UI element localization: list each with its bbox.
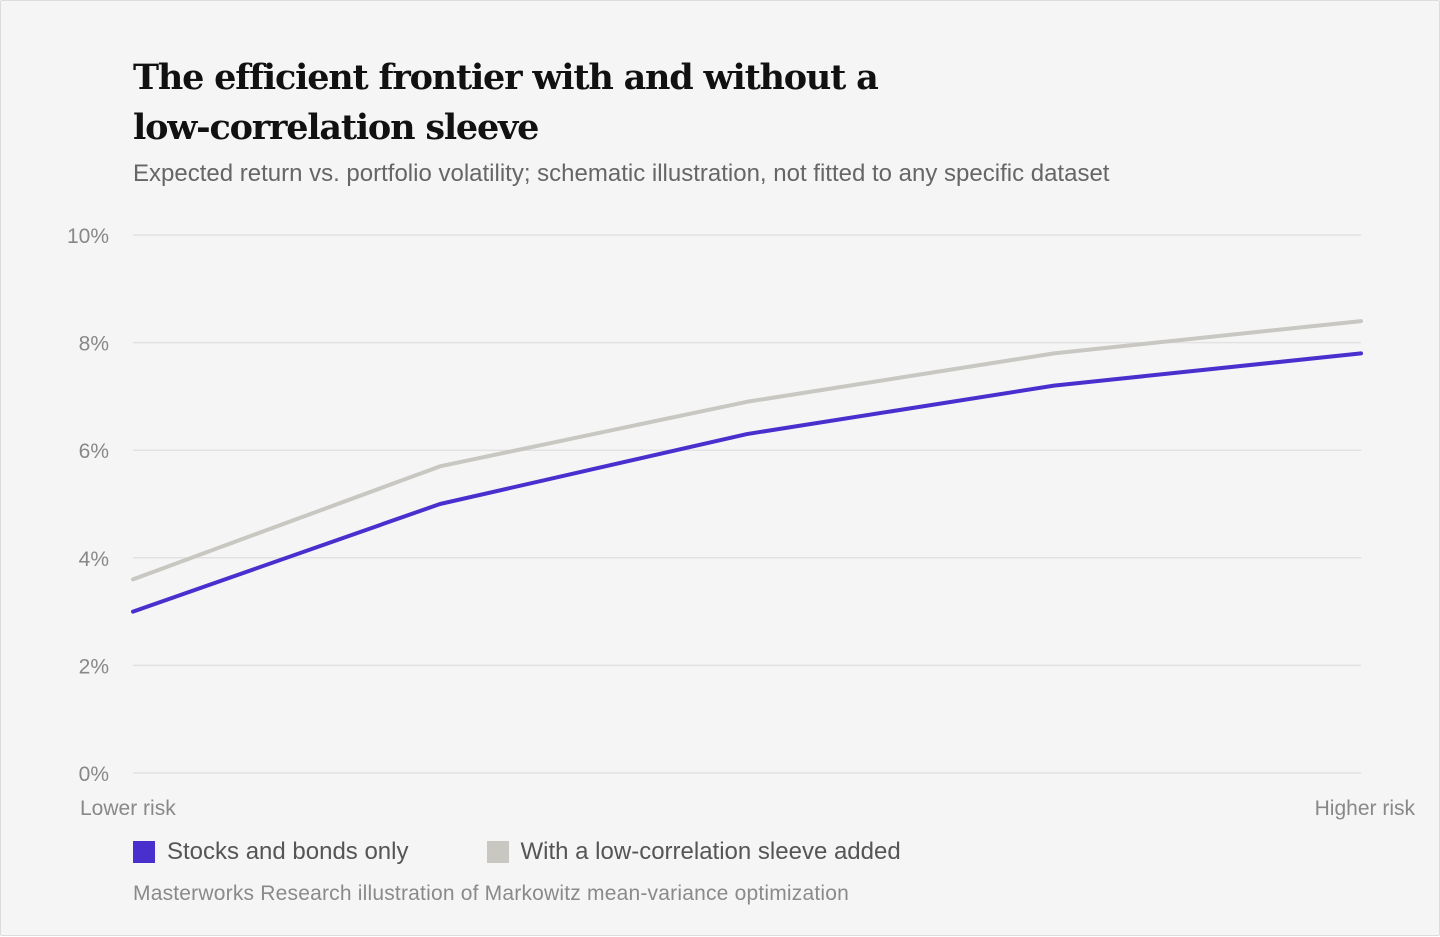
source-note: Masterworks Research illustration of Mar… <box>133 882 850 905</box>
series-line-sleeve <box>131 319 1363 582</box>
legend-label-sleeve: With a low-correlation sleeve added <box>520 838 901 865</box>
y-tick-label: 4% <box>79 548 109 571</box>
legend-label-stocks-bonds: Stocks and bonds only <box>167 838 409 865</box>
chart-subtitle: Expected return vs. portfolio volatility… <box>133 160 1110 187</box>
y-tick-label: 6% <box>79 440 109 463</box>
legend-swatch-sleeve <box>486 841 509 863</box>
y-tick-label: 10% <box>67 225 109 248</box>
legend-item-sleeve: With a low-correlation sleeve added <box>486 837 901 867</box>
legend: Stocks and bonds only With a low-correla… <box>133 837 979 867</box>
series-lines <box>131 319 1363 614</box>
chart-title: The efficient frontier with and without … <box>133 57 879 148</box>
legend-item-stocks-bonds: Stocks and bonds only <box>133 837 409 867</box>
y-tick-label: 0% <box>79 763 109 786</box>
legend-swatch-stocks-bonds <box>133 841 155 863</box>
series-line-stocks-bonds <box>131 351 1363 614</box>
gridlines <box>133 234 1361 774</box>
y-tick-label: 8% <box>79 333 109 356</box>
x-axis-label-low: Lower risk <box>80 797 176 820</box>
x-axis-label-high: Higher risk <box>1314 797 1415 820</box>
y-tick-label: 2% <box>79 655 109 678</box>
y-tick-labels: 0% 2% 4% 6% 8% 10% <box>67 225 109 786</box>
